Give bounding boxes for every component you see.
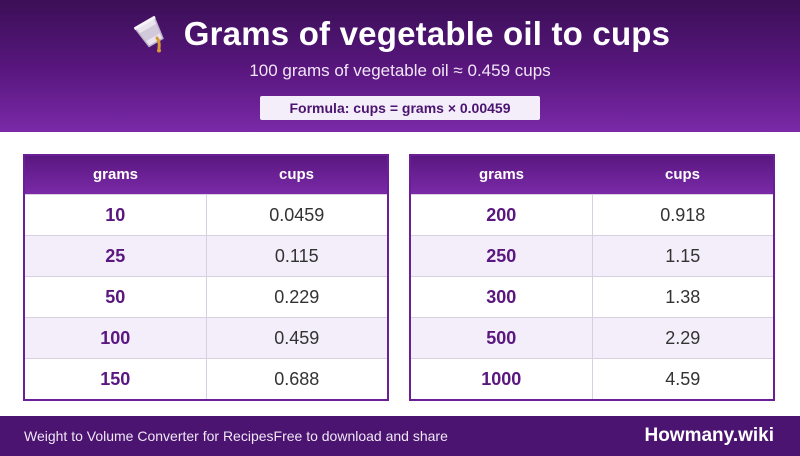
conversion-table-right: grams cups 200 0.918 250 1.15 300 1.38 5…	[409, 154, 775, 401]
cups-cell: 1.15	[665, 246, 701, 266]
table-row: 150 0.688	[25, 358, 387, 399]
grams-cell: 10	[25, 195, 207, 235]
grams-cell: 200	[411, 195, 593, 235]
formula-badge: Formula: cups = grams × 0.00459	[260, 96, 540, 120]
page-title: Grams of vegetable oil to cups	[183, 15, 671, 52]
cups-cell: 0.229	[274, 287, 320, 307]
grams-cell: 1000	[411, 359, 593, 399]
table-row: 200 0.918	[411, 194, 773, 235]
grams-cell: 25	[25, 236, 207, 276]
column-header-cups: cups	[278, 166, 314, 183]
cups-cell: 1.38	[665, 287, 701, 307]
table-row: 250 1.15	[411, 235, 773, 276]
cups-cell: 0.115	[274, 246, 319, 266]
table-header: grams cups	[25, 156, 387, 194]
conversion-table-left: grams cups 10 0.0459 25 0.115 50 0.229 1…	[23, 154, 389, 401]
footer-tagline: Weight to Volume Converter for RecipesFr…	[24, 416, 448, 456]
cups-cell: 0.918	[660, 205, 706, 225]
pouring-cup-icon	[130, 14, 170, 54]
table-row: 1000 4.59	[411, 358, 773, 399]
header: Grams of vegetable oil to cups 100 grams…	[0, 0, 800, 132]
grams-cell: 100	[25, 318, 207, 358]
column-header-cups: cups	[664, 166, 700, 183]
table-row: 25 0.115	[25, 235, 387, 276]
footer-converter-text: Weight to Volume Converter for Recipes	[24, 428, 274, 444]
table-header: grams cups	[411, 156, 773, 194]
table-row: 50 0.229	[25, 276, 387, 317]
cups-cell: 4.59	[665, 369, 701, 389]
footer: Weight to Volume Converter for RecipesFr…	[0, 416, 800, 456]
grams-cell: 150	[25, 359, 207, 399]
subtitle: 100 grams of vegetable oil ≈ 0.459 cups	[249, 61, 551, 80]
cups-cell: 0.0459	[269, 205, 325, 225]
column-header-grams: grams	[478, 166, 525, 183]
table-row: 10 0.0459	[25, 194, 387, 235]
table-row: 300 1.38	[411, 276, 773, 317]
table-row: 500 2.29	[411, 317, 773, 358]
cups-cell: 0.459	[274, 328, 320, 348]
table-row: 100 0.459	[25, 317, 387, 358]
title-row: Grams of vegetable oil to cups	[0, 12, 800, 56]
grams-cell: 500	[411, 318, 593, 358]
grams-cell: 300	[411, 277, 593, 317]
footer-free-text: Free to download and share	[273, 428, 448, 444]
cups-cell: 2.29	[665, 328, 701, 348]
cups-cell: 0.688	[274, 369, 320, 389]
grams-cell: 50	[25, 277, 207, 317]
grams-cell: 250	[411, 236, 593, 276]
column-header-grams: grams	[92, 166, 139, 183]
brand-logo[interactable]: Howmany.wiki	[644, 425, 774, 446]
